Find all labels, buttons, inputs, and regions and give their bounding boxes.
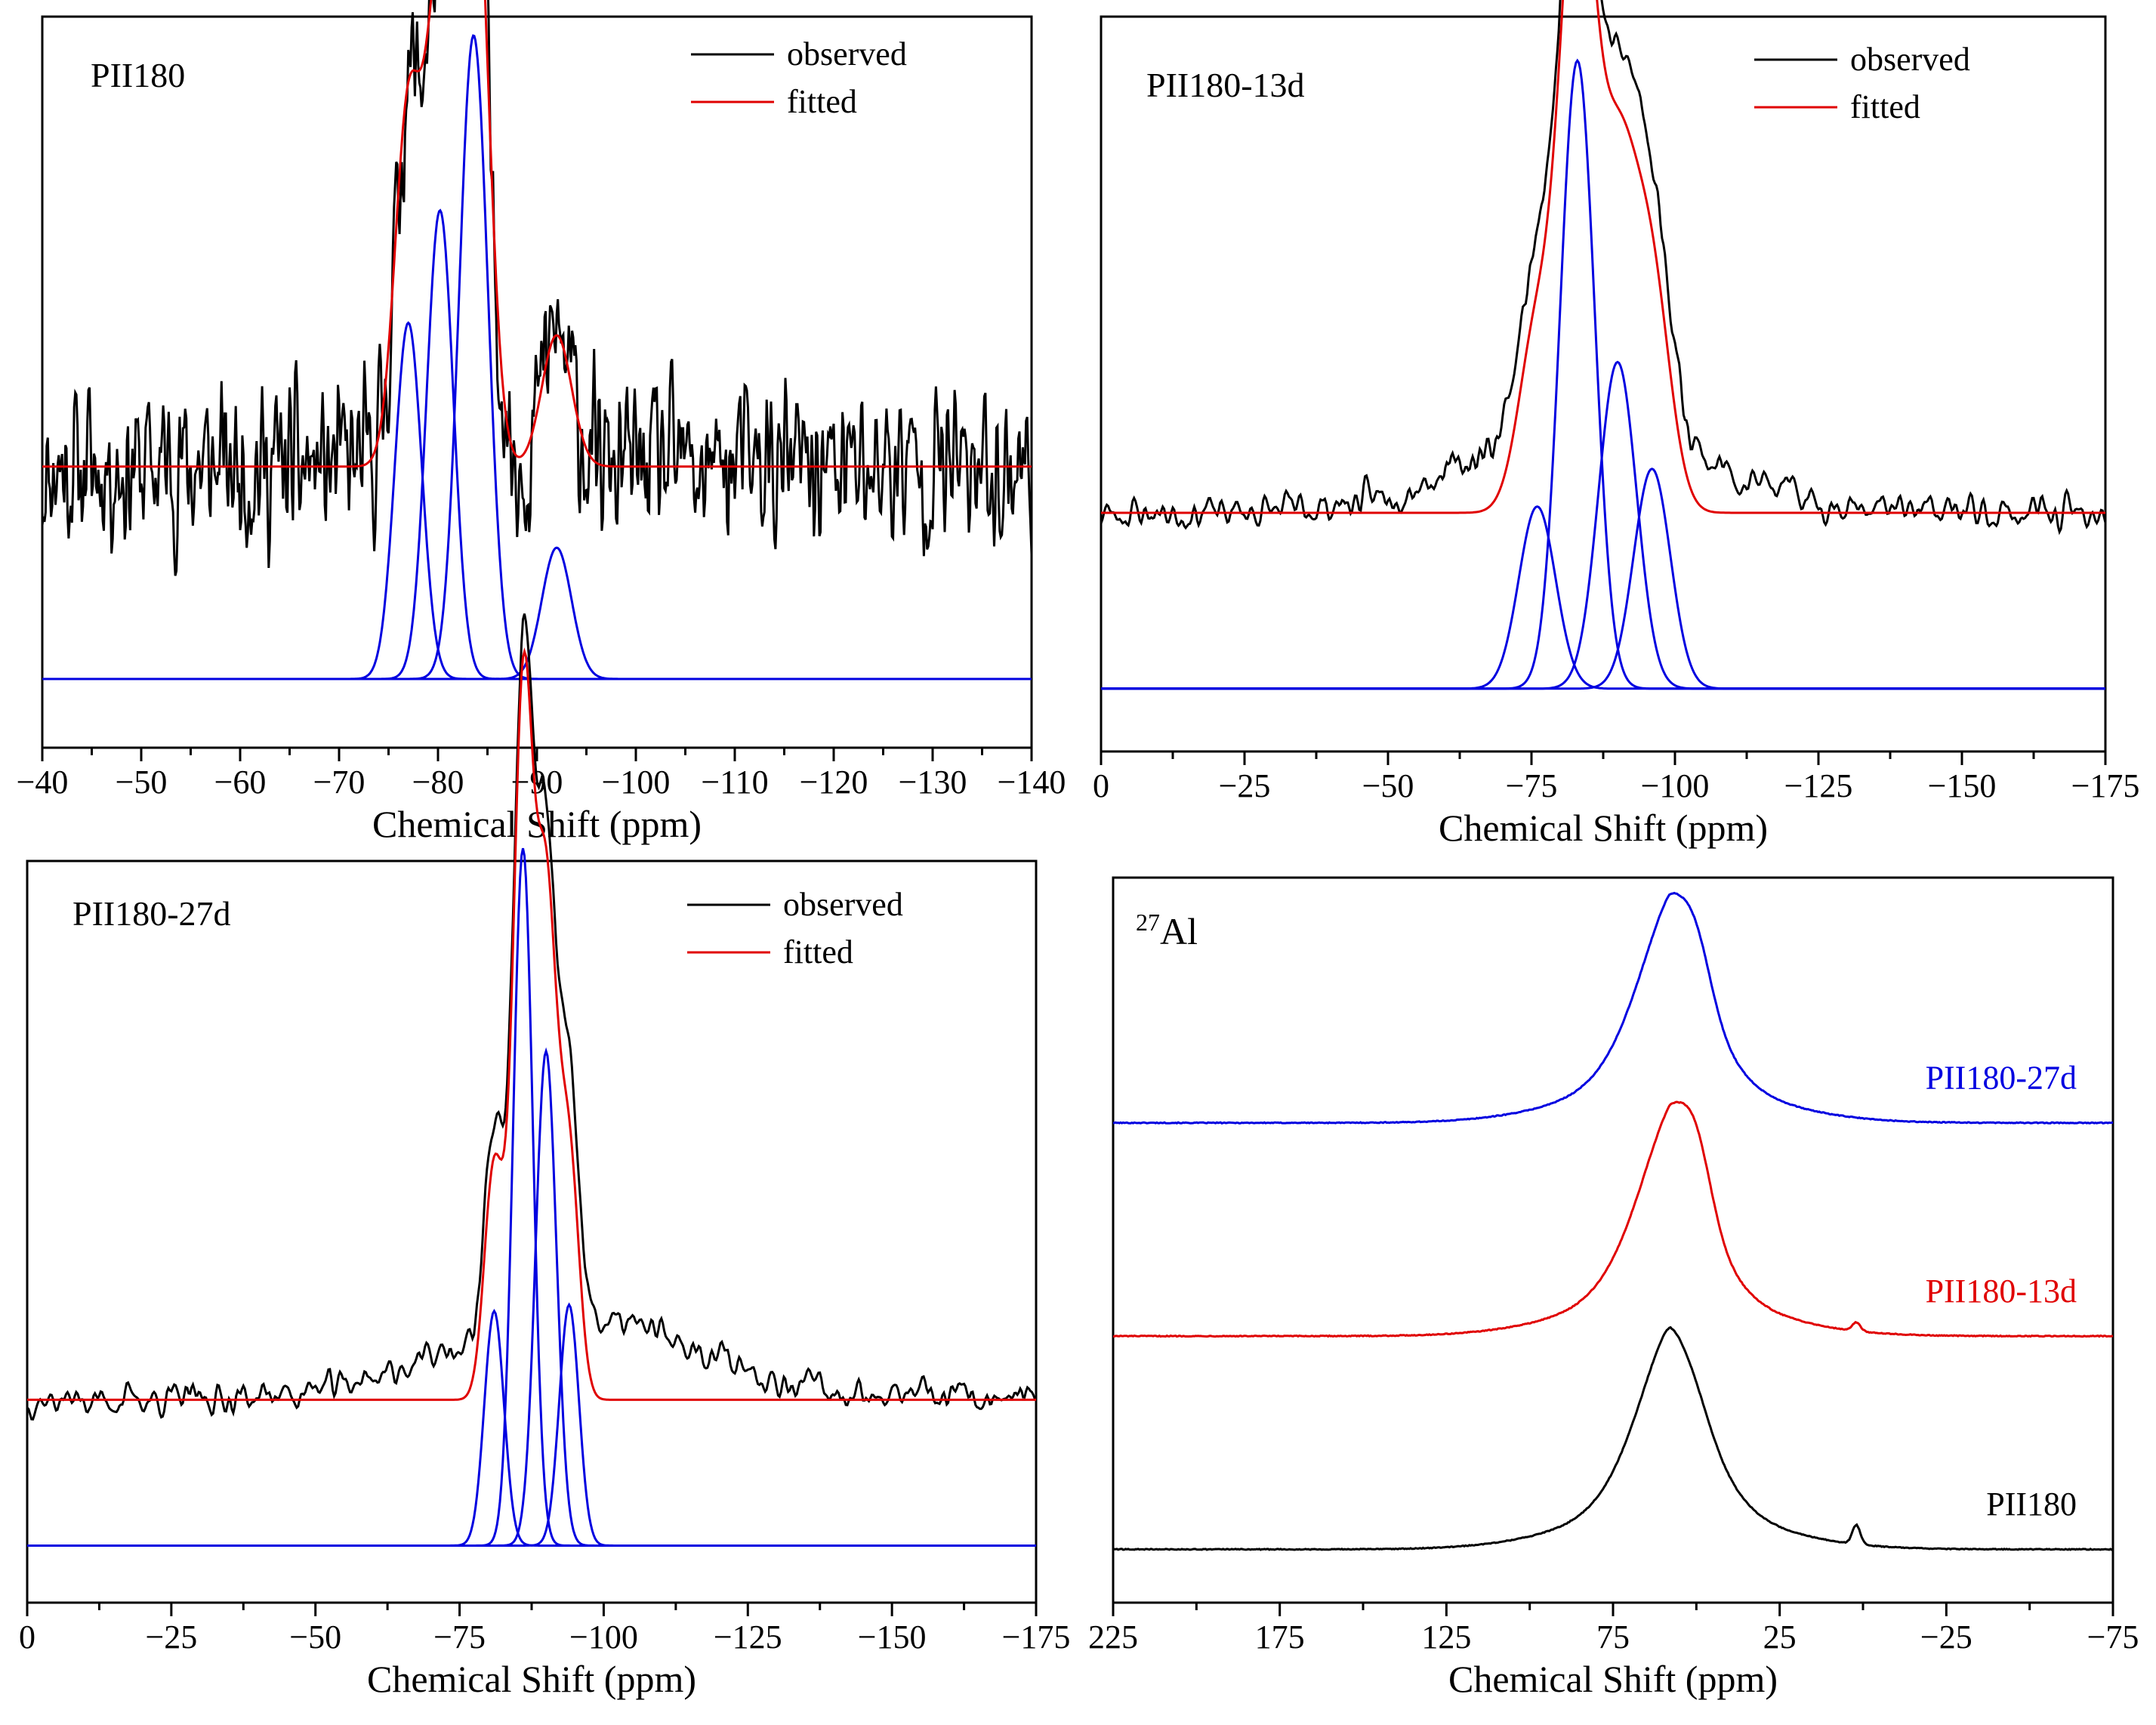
legend-observed-label: observed bbox=[783, 886, 903, 923]
x-tick-label: −150 bbox=[858, 1619, 927, 1656]
plot-frame bbox=[26, 859, 1038, 1604]
x-tick-label: −75 bbox=[1506, 767, 1558, 804]
plot-area bbox=[1112, 891, 2114, 1551]
x-tick-label: −100 bbox=[569, 1619, 638, 1656]
x-tick-label: 0 bbox=[1093, 767, 1109, 804]
legend: observed fitted bbox=[1754, 41, 1970, 125]
series-line-pii180-13d bbox=[1112, 1100, 2114, 1338]
series-line-pii180-27d bbox=[1112, 891, 2114, 1125]
legend-fitted-label: fitted bbox=[1850, 88, 1920, 125]
observed-line bbox=[1100, 0, 2107, 535]
panel-title: PII180-27d bbox=[72, 894, 231, 933]
x-tick-label: −130 bbox=[899, 764, 967, 801]
x-tick-label: −50 bbox=[289, 1619, 341, 1656]
x-tick-label: 75 bbox=[1596, 1619, 1630, 1656]
plot-area bbox=[26, 613, 1038, 1547]
plot-frame bbox=[1100, 15, 2107, 753]
fit-component-2 bbox=[42, 208, 1032, 680]
legend: observed fitted bbox=[691, 35, 907, 120]
x-tick-label: −50 bbox=[116, 764, 168, 801]
series-label-pii180: PII180 bbox=[1986, 1486, 2077, 1523]
x-tick-label: −175 bbox=[2071, 767, 2140, 804]
panel-pii180: −40 −50 −60 −70 −80 −90 −100 −110 −120 −130 −140 P… bbox=[17, 0, 1066, 845]
series-line-pii180 bbox=[1112, 1325, 2114, 1551]
x-tick-label: −110 bbox=[701, 764, 768, 801]
fit-component-4 bbox=[1101, 468, 2105, 690]
fit-component-4 bbox=[27, 1302, 1036, 1547]
x-tick-label: −25 bbox=[1920, 1619, 1972, 1656]
fit-component-2 bbox=[1101, 58, 2105, 690]
x-tick-label: −25 bbox=[1219, 767, 1271, 804]
fit-component-3 bbox=[1101, 360, 2105, 690]
x-tick-label: −25 bbox=[145, 1619, 197, 1656]
series-label-pii180-27d: PII180-27d bbox=[1926, 1060, 2077, 1097]
fitted-line bbox=[27, 647, 1036, 1401]
x-tick-label: −175 bbox=[1002, 1619, 1071, 1656]
x-tick-label: −140 bbox=[998, 764, 1066, 801]
x-tick-label: −70 bbox=[313, 764, 366, 801]
x-axis-label: Chemical Shift (ppm) bbox=[1448, 1658, 1778, 1700]
panel-title: 27Al bbox=[1136, 909, 1198, 952]
fit-component-3 bbox=[27, 1047, 1036, 1547]
legend: observed fitted bbox=[687, 886, 903, 971]
fit-component-2 bbox=[27, 847, 1036, 1547]
series-label-pii180-13d: PII180-13d bbox=[1926, 1273, 2077, 1310]
title-superscript: 27 bbox=[1136, 909, 1160, 936]
title-main: Al bbox=[1160, 910, 1198, 952]
plot-area bbox=[1100, 0, 2107, 690]
x-tick-label: −50 bbox=[1362, 767, 1414, 804]
fitted-line bbox=[42, 0, 1032, 468]
x-tick-label: 25 bbox=[1763, 1619, 1797, 1656]
x-tick-label: −125 bbox=[714, 1619, 782, 1656]
observed-line bbox=[41, 0, 1033, 576]
x-axis-label: Chemical Shift (ppm) bbox=[1439, 807, 1768, 849]
x-axis-ticks: 225 175 125 75 25 −25 −75 bbox=[1088, 1603, 2139, 1656]
x-tick-label: 125 bbox=[1421, 1619, 1471, 1656]
x-axis-ticks: 0 −25 −50 −75 −100 −125 −150 −175 bbox=[19, 1603, 1070, 1656]
x-tick-label: −100 bbox=[1641, 767, 1710, 804]
x-tick-label: −80 bbox=[412, 764, 464, 801]
x-tick-label: 225 bbox=[1088, 1619, 1138, 1656]
legend-fitted-label: fitted bbox=[783, 933, 853, 971]
legend-fitted-label: fitted bbox=[787, 83, 857, 120]
legend-observed-label: observed bbox=[1850, 41, 1970, 78]
x-tick-label: −60 bbox=[214, 764, 267, 801]
fit-component-1 bbox=[1101, 505, 2105, 690]
panel-title: PII180-13d bbox=[1146, 66, 1305, 104]
panel-title: PII180 bbox=[91, 56, 185, 94]
x-tick-label: −125 bbox=[1784, 767, 1853, 804]
x-tick-label: −40 bbox=[17, 764, 69, 801]
plot-area bbox=[41, 0, 1033, 680]
x-tick-label: 175 bbox=[1255, 1619, 1305, 1656]
x-tick-label: 0 bbox=[19, 1619, 35, 1656]
x-axis-label: Chemical Shift (ppm) bbox=[367, 1658, 696, 1700]
x-tick-label: −100 bbox=[602, 764, 671, 801]
x-axis-ticks: 0 −25 −50 −75 −100 −125 −150 −175 bbox=[1093, 751, 2139, 804]
panel-pii180-13d: 0 −25 −50 −75 −100 −125 −150 −175 PII180-13d Ch… bbox=[1093, 0, 2139, 849]
fit-component-4 bbox=[42, 546, 1032, 680]
panel-pii180-27d: 0 −25 −50 −75 −100 −125 −150 −175 PII180-27d Ch… bbox=[19, 613, 1070, 1700]
x-tick-label: −150 bbox=[1928, 767, 1997, 804]
x-tick-label: −75 bbox=[2087, 1619, 2139, 1656]
plot-frame bbox=[1112, 876, 2114, 1604]
panel-27al: 225 175 125 75 25 −25 −75 27Al Chemical Shift … bbox=[1088, 876, 2139, 1700]
fitted-line bbox=[1101, 0, 2105, 514]
legend-observed-label: observed bbox=[787, 35, 907, 73]
x-tick-label: −120 bbox=[800, 764, 868, 801]
x-tick-label: −75 bbox=[433, 1619, 486, 1656]
x-axis-ticks: −40 −50 −60 −70 −80 −90 −100 −110 −120 −130 −140 bbox=[17, 748, 1066, 801]
